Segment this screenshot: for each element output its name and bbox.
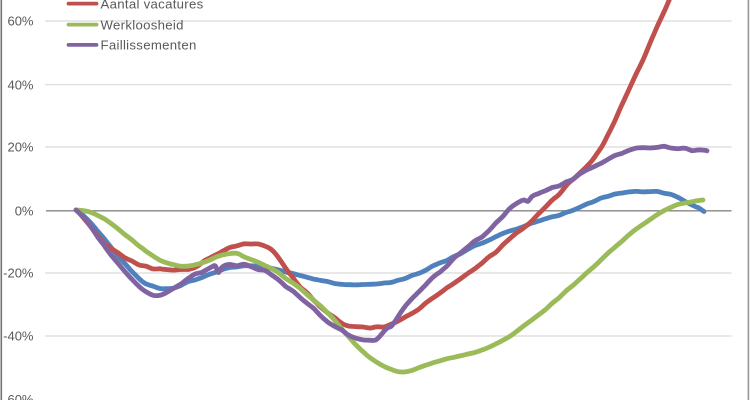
svg-text:Aantal vacatures: Aantal vacatures [101, 0, 204, 12]
svg-text:0%: 0% [15, 203, 34, 218]
svg-text:-40%: -40% [3, 329, 34, 344]
svg-text:-20%: -20% [3, 266, 34, 281]
svg-text:-60%: -60% [3, 392, 34, 400]
svg-text:Werkloosheid: Werkloosheid [101, 17, 184, 32]
svg-text:20%: 20% [7, 140, 33, 155]
svg-text:60%: 60% [7, 14, 33, 29]
svg-text:40%: 40% [7, 77, 33, 92]
svg-text:Faillissementen: Faillissementen [101, 38, 197, 53]
